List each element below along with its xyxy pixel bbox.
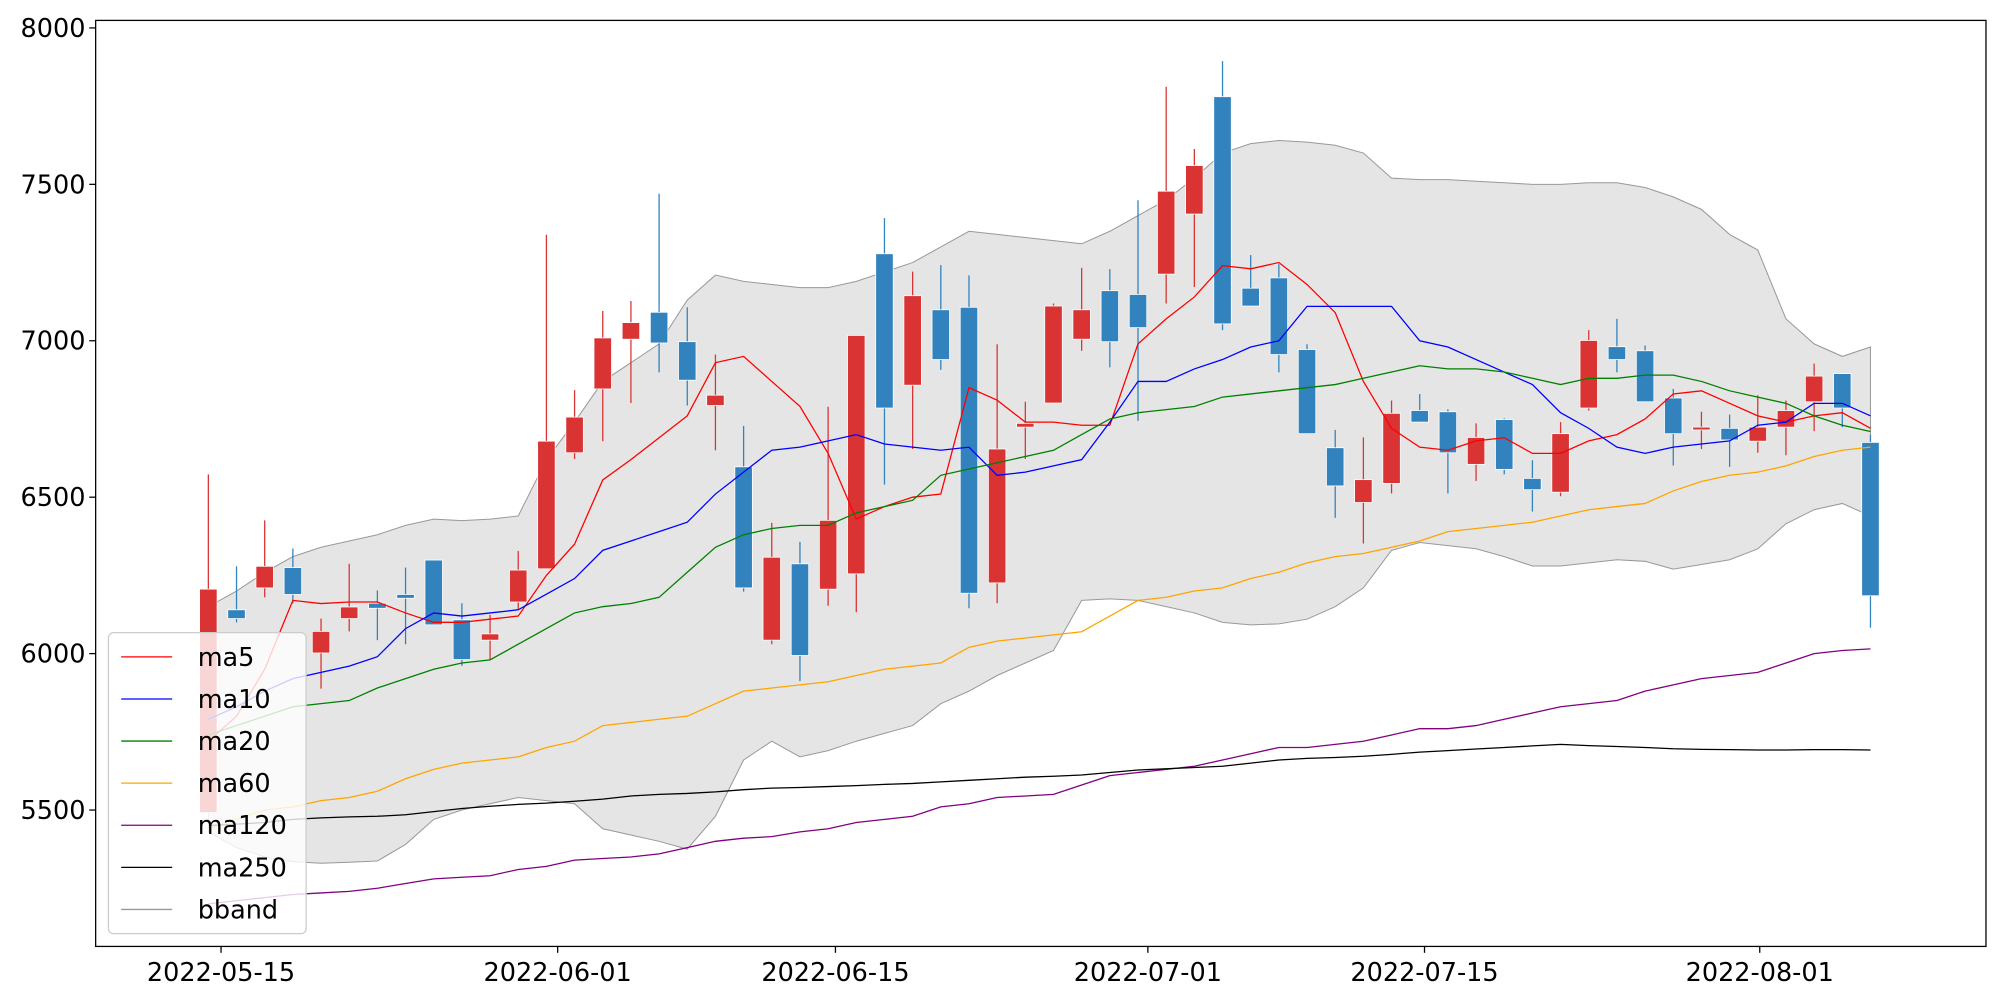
candle-body (1833, 373, 1852, 409)
legend-label: ma20 (198, 727, 271, 757)
candle-body (537, 440, 556, 570)
candle-body (1128, 294, 1148, 329)
y-tick-label: 6500 (21, 483, 86, 513)
x-tick-label: 2022-06-01 (484, 958, 632, 988)
legend-label: ma60 (198, 769, 271, 799)
x-tick-label: 2022-08-01 (1686, 958, 1834, 988)
candle-body (340, 606, 359, 619)
candle-body (311, 631, 331, 654)
candle-body (565, 416, 584, 454)
candle-body (1213, 96, 1232, 325)
candle-body (1579, 340, 1598, 409)
legend-label: ma120 (198, 811, 287, 841)
candle-body (593, 337, 612, 390)
legend-frame (107, 632, 307, 935)
legend-label: ma250 (198, 853, 287, 883)
candle-body (621, 322, 641, 340)
ma-line (208, 743, 1871, 827)
legend: ma5 ma10 ma20 ma60 ma120 ma250 bband (107, 632, 307, 935)
candle-body (1551, 433, 1570, 493)
y-tick-label: 7000 (21, 327, 86, 357)
ma-line (208, 305, 1871, 720)
ma-line (208, 648, 1871, 905)
y-tick-label: 8000 (21, 14, 86, 44)
x-tick-label: 2022-06-15 (761, 958, 909, 988)
candle-body (1410, 410, 1429, 423)
legend-label: ma5 (198, 643, 255, 673)
ma-line (207, 261, 1871, 742)
candle-body (396, 594, 415, 599)
x-tick-label: 2022-07-15 (1350, 958, 1498, 988)
candle-body (1326, 447, 1345, 487)
candle-body (1157, 190, 1176, 275)
candle-body (227, 609, 246, 619)
candle-body (959, 306, 979, 594)
candle-body (762, 556, 781, 641)
candle-body (509, 569, 528, 603)
candle-body (1016, 422, 1035, 428)
candle-body (1861, 442, 1880, 597)
candle-body (1776, 410, 1796, 428)
candle-body (452, 619, 472, 660)
candle-body (1495, 419, 1514, 470)
candle-body (1185, 165, 1204, 215)
candle-body (1269, 277, 1288, 355)
axes-frame (95, 19, 1987, 948)
candle-body (1382, 412, 1401, 484)
x-tick-label: 2022-05-15 (147, 958, 295, 988)
candle-body (1523, 478, 1542, 491)
candle-body (790, 563, 810, 656)
candle-body (480, 633, 500, 641)
candle-body (1438, 411, 1458, 454)
candle-body (1692, 426, 1711, 431)
candle-body (1664, 397, 1683, 435)
candle-body (847, 335, 866, 575)
candle-body (1607, 346, 1627, 360)
candle-body (1241, 287, 1260, 307)
candle-body (649, 311, 669, 344)
candle-body (931, 309, 950, 360)
candle-body (424, 559, 443, 626)
candle-body (706, 394, 725, 406)
candle-body (1044, 305, 1063, 404)
y-tick-label: 7500 (21, 170, 86, 200)
legend-label: ma10 (198, 685, 271, 715)
candle-body (1748, 426, 1767, 442)
candle-body (903, 295, 922, 386)
legend-label: bband (198, 895, 278, 925)
y-tick-label: 6000 (21, 640, 86, 670)
candle-body (988, 448, 1007, 584)
candle-body (1805, 375, 1824, 403)
x-tick-label: 2022-07-01 (1074, 958, 1222, 988)
candle-body (1466, 437, 1486, 465)
candle-body (283, 567, 302, 595)
y-tick-label: 5500 (21, 796, 86, 826)
candle-body (1720, 427, 1739, 441)
ma-line (208, 365, 1871, 736)
candle-body (1354, 479, 1373, 503)
candle-body (255, 565, 274, 589)
candle-body (1100, 290, 1119, 343)
candle-body (875, 253, 894, 409)
candle-body (678, 341, 697, 381)
candle-body (1072, 309, 1091, 340)
candle-body (819, 519, 838, 590)
candle-body (734, 466, 753, 589)
candle-body (1297, 349, 1317, 435)
ma-line (208, 446, 1871, 830)
